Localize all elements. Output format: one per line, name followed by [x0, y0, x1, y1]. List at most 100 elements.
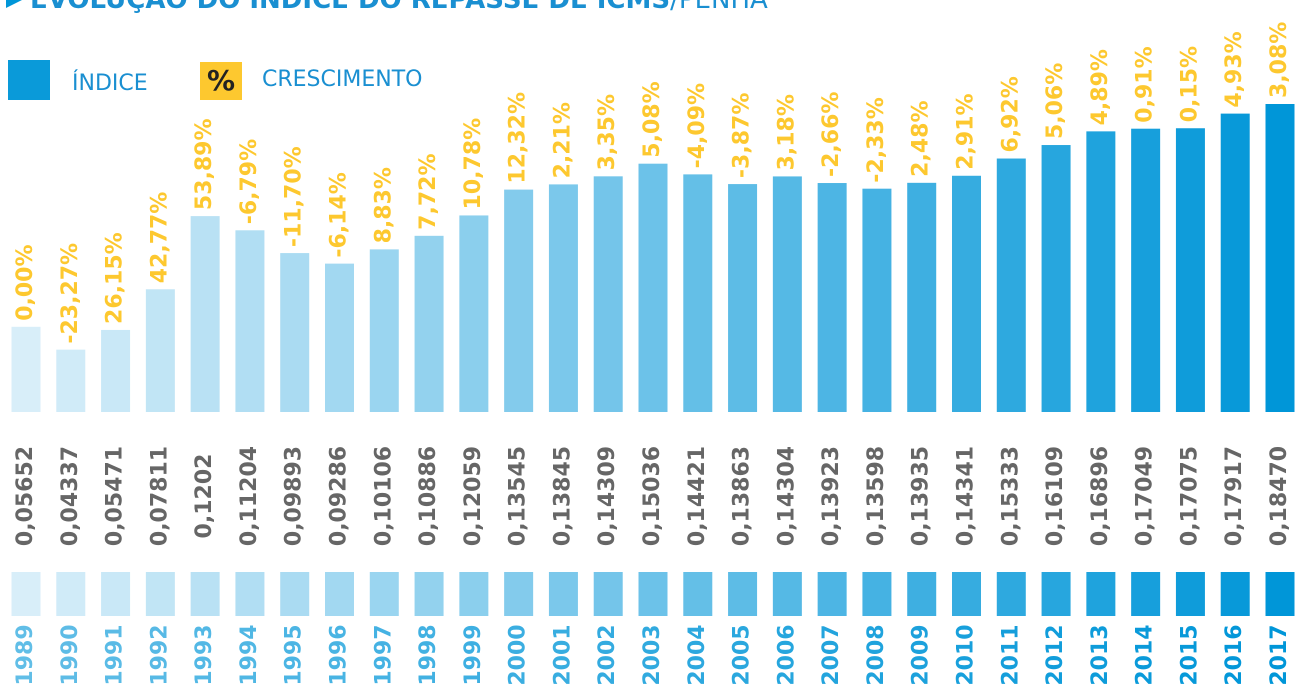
bar — [56, 349, 86, 412]
bar — [145, 289, 175, 412]
title-main: EVOLUÇÃO DO ÍNDICE DO REPASSE DE ICMS — [30, 0, 670, 15]
x-tick-label: 1999 — [461, 624, 486, 685]
bar — [280, 253, 310, 412]
year-swatch — [56, 572, 86, 616]
legend-label: CRESCIMENTO — [262, 67, 422, 92]
bar — [548, 184, 578, 412]
growth-label: 53,89% — [192, 118, 217, 210]
value-label: 0,16109 — [1043, 446, 1068, 546]
bar — [952, 175, 981, 412]
year-swatch — [369, 572, 399, 616]
year-swatch — [190, 572, 220, 616]
legend-swatch — [8, 60, 50, 100]
year-swatch — [638, 572, 668, 616]
year-swatch — [593, 572, 623, 616]
x-tick-label: 1998 — [416, 624, 441, 685]
year-swatch — [101, 572, 131, 616]
year-swatch — [1131, 572, 1161, 616]
growth-label: -23,27% — [58, 243, 83, 344]
x-tick-label: 2007 — [819, 624, 844, 685]
bar — [504, 189, 534, 412]
bar — [907, 182, 937, 412]
bar — [862, 188, 892, 412]
value-label: 0,05471 — [103, 446, 128, 546]
bar — [728, 184, 758, 412]
growth-label: 4,89% — [1088, 49, 1113, 125]
year-swatch — [11, 572, 41, 616]
growth-label: 0,00% — [13, 244, 38, 320]
x-tick-label: 2013 — [1088, 624, 1113, 685]
year-swatch — [772, 572, 802, 616]
legend-symbol: % — [207, 64, 235, 97]
bar — [1220, 113, 1250, 412]
value-label: 0,04337 — [58, 446, 83, 546]
year-swatch — [325, 572, 354, 616]
bar — [638, 163, 668, 412]
growth-label: -11,70% — [282, 146, 307, 247]
x-tick-label: 2005 — [730, 624, 755, 685]
growth-label: 5,08% — [640, 81, 665, 157]
bar — [235, 230, 265, 412]
value-label: 0,16896 — [1088, 446, 1113, 546]
bar — [1086, 131, 1116, 412]
value-label: 0,18470 — [1267, 446, 1292, 546]
x-tick-label: 1996 — [327, 624, 352, 685]
x-tick-label: 2010 — [954, 624, 979, 685]
value-label: 0,11204 — [237, 446, 262, 546]
bar — [414, 235, 444, 412]
x-tick-label: 2004 — [685, 624, 710, 685]
value-label: 0,17049 — [1133, 446, 1158, 546]
growth-label: 0,15% — [1177, 46, 1202, 122]
x-tick-label: 1990 — [58, 624, 83, 685]
value-label: 0,1202 — [192, 454, 217, 539]
x-tick-label: 2006 — [774, 624, 799, 685]
year-swatch — [1265, 572, 1295, 616]
value-label: 0,15333 — [998, 446, 1023, 546]
x-tick-label: 1991 — [103, 624, 128, 685]
growth-label: -6,14% — [327, 172, 352, 257]
title-sub: /PENHA — [670, 0, 768, 15]
bar — [683, 174, 713, 412]
value-label: 0,14309 — [595, 446, 620, 546]
value-label: 0,17075 — [1177, 446, 1202, 546]
growth-label: 4,93% — [1222, 31, 1247, 107]
bar — [1131, 128, 1161, 412]
value-label: 0,07811 — [147, 446, 172, 546]
growth-label: 6,92% — [998, 76, 1023, 152]
x-tick-label: 2011 — [998, 624, 1023, 685]
year-swatch — [862, 572, 892, 616]
x-tick-label: 1989 — [13, 624, 38, 685]
value-label: 0,09286 — [327, 446, 352, 546]
bar — [817, 183, 847, 412]
value-label: 0,13598 — [864, 446, 889, 546]
bar — [101, 329, 131, 412]
growth-label: 3,35% — [595, 94, 620, 170]
bar — [11, 326, 41, 412]
x-tick-label: 1993 — [192, 624, 217, 685]
legend-swatch — [200, 62, 242, 100]
value-label: 0,13923 — [819, 446, 844, 546]
year-swatch — [1175, 572, 1205, 616]
legend-label: ÍNDICE — [72, 70, 148, 96]
growth-label: 12,32% — [506, 92, 531, 184]
x-tick-label: 1994 — [237, 624, 262, 685]
year-swatch — [907, 572, 937, 616]
growth-label: 0,91% — [1133, 46, 1158, 122]
value-label: 0,15036 — [640, 446, 665, 546]
bar — [325, 263, 354, 412]
year-swatch — [996, 572, 1026, 616]
value-label: 0,12059 — [461, 446, 486, 546]
year-swatch — [817, 572, 847, 616]
year-swatch — [145, 572, 175, 616]
value-label: 0,13935 — [909, 446, 934, 546]
chart-title: EVOLUÇÃO DO ÍNDICE DO REPASSE DE ICMS/PE… — [30, 0, 768, 15]
growth-label: 10,78% — [461, 118, 486, 210]
value-label: 0,14304 — [774, 446, 799, 546]
value-label: 0,13545 — [506, 446, 531, 546]
year-swatch — [235, 572, 265, 616]
bar — [593, 176, 623, 412]
x-tick-label: 2008 — [864, 624, 889, 685]
growth-label: 2,21% — [550, 102, 575, 178]
year-swatch — [504, 572, 534, 616]
